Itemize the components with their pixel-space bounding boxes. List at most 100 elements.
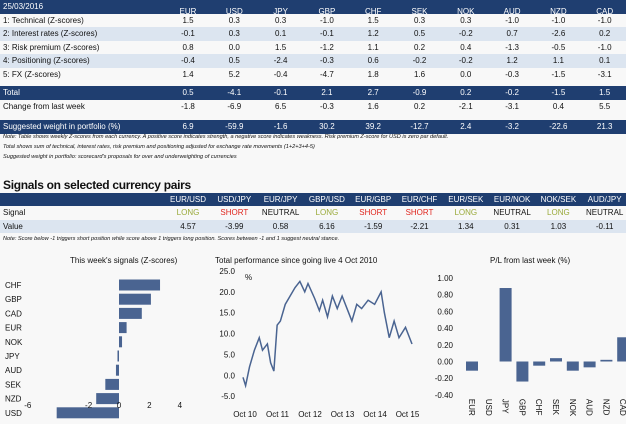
- category-label: GBP: [517, 399, 526, 416]
- row-value: -12.7: [410, 122, 429, 132]
- row-value: -0.3: [319, 101, 334, 111]
- bar: [550, 358, 562, 362]
- row-value: -0.9: [412, 88, 427, 98]
- signal-value: LONG: [547, 208, 570, 218]
- row-value: 0.2: [413, 42, 426, 52]
- row-value: 1.5: [367, 15, 379, 25]
- bar: [119, 336, 123, 348]
- row-value: -0.5: [551, 42, 566, 52]
- row-value: -0.1: [181, 29, 195, 39]
- row-value: -0.2: [458, 56, 473, 66]
- row-value: -1.8: [181, 101, 195, 111]
- row-value: 2.7: [367, 88, 379, 98]
- signal-score: 0.31: [504, 221, 520, 231]
- currency-header: SEK: [411, 6, 428, 16]
- signal-value: LONG: [176, 208, 200, 218]
- pair-header: EUR/NOK: [493, 194, 531, 204]
- row-value: -1.0: [597, 15, 612, 25]
- signal-score: -3.99: [225, 221, 244, 231]
- note-2: Total shows sum of technical, interest r…: [3, 144, 315, 150]
- row-value: 1.1: [367, 42, 379, 52]
- row-value: -59.9: [225, 122, 244, 132]
- currency-header: USD: [225, 6, 243, 16]
- row-label: 3: Risk premium (Z-scores): [3, 42, 100, 52]
- score-row: 1: Technical (Z-scores) 1.5 0.3 0.3 -1.0 1.5 0…: [0, 14, 626, 28]
- row-value: 0.5: [182, 88, 194, 98]
- currency-header: NZD: [550, 6, 567, 16]
- signal-score: 0.58: [272, 221, 289, 231]
- signal-score: 4.57: [180, 221, 196, 231]
- category-label: NOK: [5, 338, 23, 347]
- row-value: 0.1: [599, 56, 611, 66]
- signal-value: NEUTRAL: [586, 208, 624, 218]
- row-value: -3.2: [505, 122, 519, 132]
- category-label: SEK: [551, 399, 560, 416]
- y-tick: 15.0: [219, 309, 235, 318]
- pair-header: EUR/JPY: [263, 194, 298, 204]
- signals-title: Signals on selected currency pairs: [3, 178, 191, 192]
- performance-line-chart: Total performance since going live 4 Oct…: [215, 256, 420, 419]
- bar: [56, 407, 119, 419]
- y-tick: -5.0: [221, 392, 235, 401]
- signal-score: -1.59: [364, 221, 383, 231]
- row-value: -4.1: [227, 88, 242, 98]
- chart-title: This week's signals (Z-scores): [70, 256, 178, 265]
- row-label: Suggested weight in portfolio (%): [3, 122, 121, 132]
- category-label: AUD: [5, 366, 22, 375]
- category-label: CHF: [5, 281, 22, 290]
- value-label: Value: [3, 221, 23, 231]
- row-value: 0.3: [275, 15, 287, 25]
- row-value: 0.2: [460, 88, 472, 98]
- currency-header: AUD: [503, 6, 521, 16]
- row-value: 0.4: [460, 42, 472, 52]
- total-row: Total 0.5 -4.1 -0.1 2.1 2.7 -0.9 0.2 -0.2 -1.5 1.5: [0, 86, 626, 100]
- row-value: 1.1: [552, 56, 564, 66]
- currency-header: CHF: [364, 6, 382, 16]
- y-tick: 20.0: [219, 288, 235, 297]
- score-row: 3: Risk premium (Z-scores) 0.8 0.0 1.5 -1.2 1…: [0, 41, 626, 55]
- row-value: 0.3: [460, 15, 472, 25]
- signal-value: SHORT: [359, 208, 388, 218]
- category-label: AUD: [585, 399, 594, 416]
- row-label: 1: Technical (Z-scores): [3, 15, 84, 25]
- y-tick: 0.60: [437, 307, 453, 316]
- row-value: 0.5: [228, 56, 240, 66]
- category-label: USD: [484, 399, 493, 416]
- row-value: 2.4: [460, 122, 472, 132]
- row-value: -0.2: [458, 29, 473, 39]
- row-value: -1.3: [505, 42, 519, 52]
- x-tick: Oct 11: [266, 410, 290, 419]
- row-value: 30.2: [319, 122, 335, 132]
- row-value: -2.6: [551, 29, 566, 39]
- y-tick: 0.40: [437, 324, 453, 333]
- row-value: 1.6: [413, 69, 426, 79]
- y-tick: 25.0: [219, 267, 235, 276]
- x-tick: Oct 10: [233, 410, 257, 419]
- row-value: 1.5: [182, 15, 194, 25]
- bar: [499, 288, 512, 362]
- y-tick: 5.0: [224, 350, 236, 359]
- x-tick: Oct 13: [331, 410, 355, 419]
- signal-row: Signal LONG SHORT NEUTRAL LONG SHORT SHORT LONG…: [0, 206, 626, 220]
- category-label: CAD: [5, 309, 22, 318]
- value-row: Value 4.57 -3.99 0.58 6.16 -1.59 -2.21 1.34 0.31…: [0, 219, 626, 233]
- row-value: 0.6: [367, 56, 379, 66]
- pl-bar-chart: P/L from last week (%) 1.00 0.80 0.60 0.40 0.…: [435, 256, 626, 417]
- row-value: -0.3: [505, 69, 519, 79]
- row-value: 0.4: [552, 101, 564, 111]
- bar: [119, 279, 161, 291]
- row-value: -1.5: [551, 69, 566, 79]
- note-1: Note: Table shows weekly Z-scores from e…: [3, 134, 449, 140]
- y-tick: 0.0: [224, 371, 236, 380]
- row-value: -0.1: [273, 88, 288, 98]
- pair-header: EUR/GBP: [355, 194, 392, 204]
- pair-header: GBP/USD: [308, 194, 345, 204]
- row-value: 0.7: [506, 29, 518, 39]
- x-tick: 0: [117, 401, 122, 410]
- bar: [115, 364, 119, 376]
- row-value: 0.0: [228, 42, 240, 52]
- bar: [119, 293, 151, 305]
- row-value: 1.2: [506, 56, 518, 66]
- signal-value: SHORT: [220, 208, 249, 218]
- category-label: SEK: [5, 380, 22, 389]
